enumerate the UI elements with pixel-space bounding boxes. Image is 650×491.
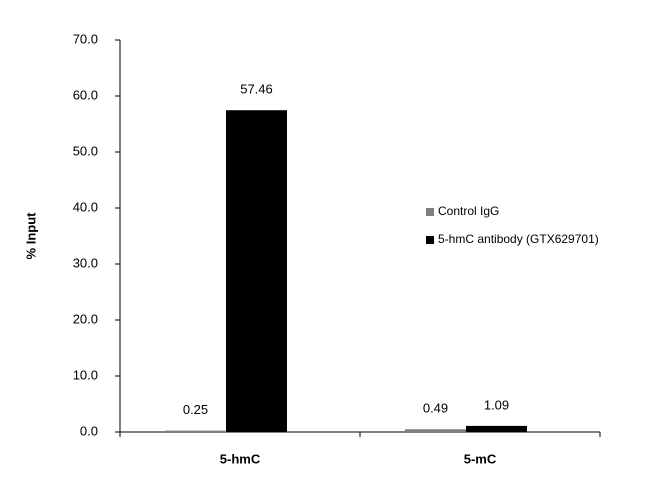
- y-tick-label: 60.0: [73, 87, 98, 102]
- legend-swatch: [426, 236, 434, 244]
- bar: [405, 429, 466, 432]
- bar: [466, 425, 527, 432]
- x-tick-label: 5-mC: [464, 451, 497, 466]
- value-label: 57.46: [240, 82, 273, 97]
- value-label: 0.49: [423, 401, 448, 416]
- y-tick-label: 50.0: [73, 143, 98, 158]
- y-tick-label: 30.0: [73, 255, 98, 270]
- legend-swatch: [426, 208, 434, 216]
- value-label: 0.25: [183, 402, 208, 417]
- x-tick-label: 5-hmC: [220, 451, 261, 466]
- y-tick-label: 70.0: [73, 31, 98, 46]
- y-tick-label: 10.0: [73, 367, 98, 382]
- y-axis-label: % Input: [23, 212, 38, 260]
- bar: [165, 430, 226, 432]
- legend-label: 5-hmC antibody (GTX629701): [438, 232, 599, 246]
- y-tick-label: 40.0: [73, 199, 98, 214]
- legend-label: Control IgG: [438, 204, 499, 218]
- y-tick-label: 0.0: [80, 423, 98, 438]
- y-tick-label: 20.0: [73, 311, 98, 326]
- value-label: 1.09: [484, 397, 509, 412]
- bar: [226, 110, 287, 432]
